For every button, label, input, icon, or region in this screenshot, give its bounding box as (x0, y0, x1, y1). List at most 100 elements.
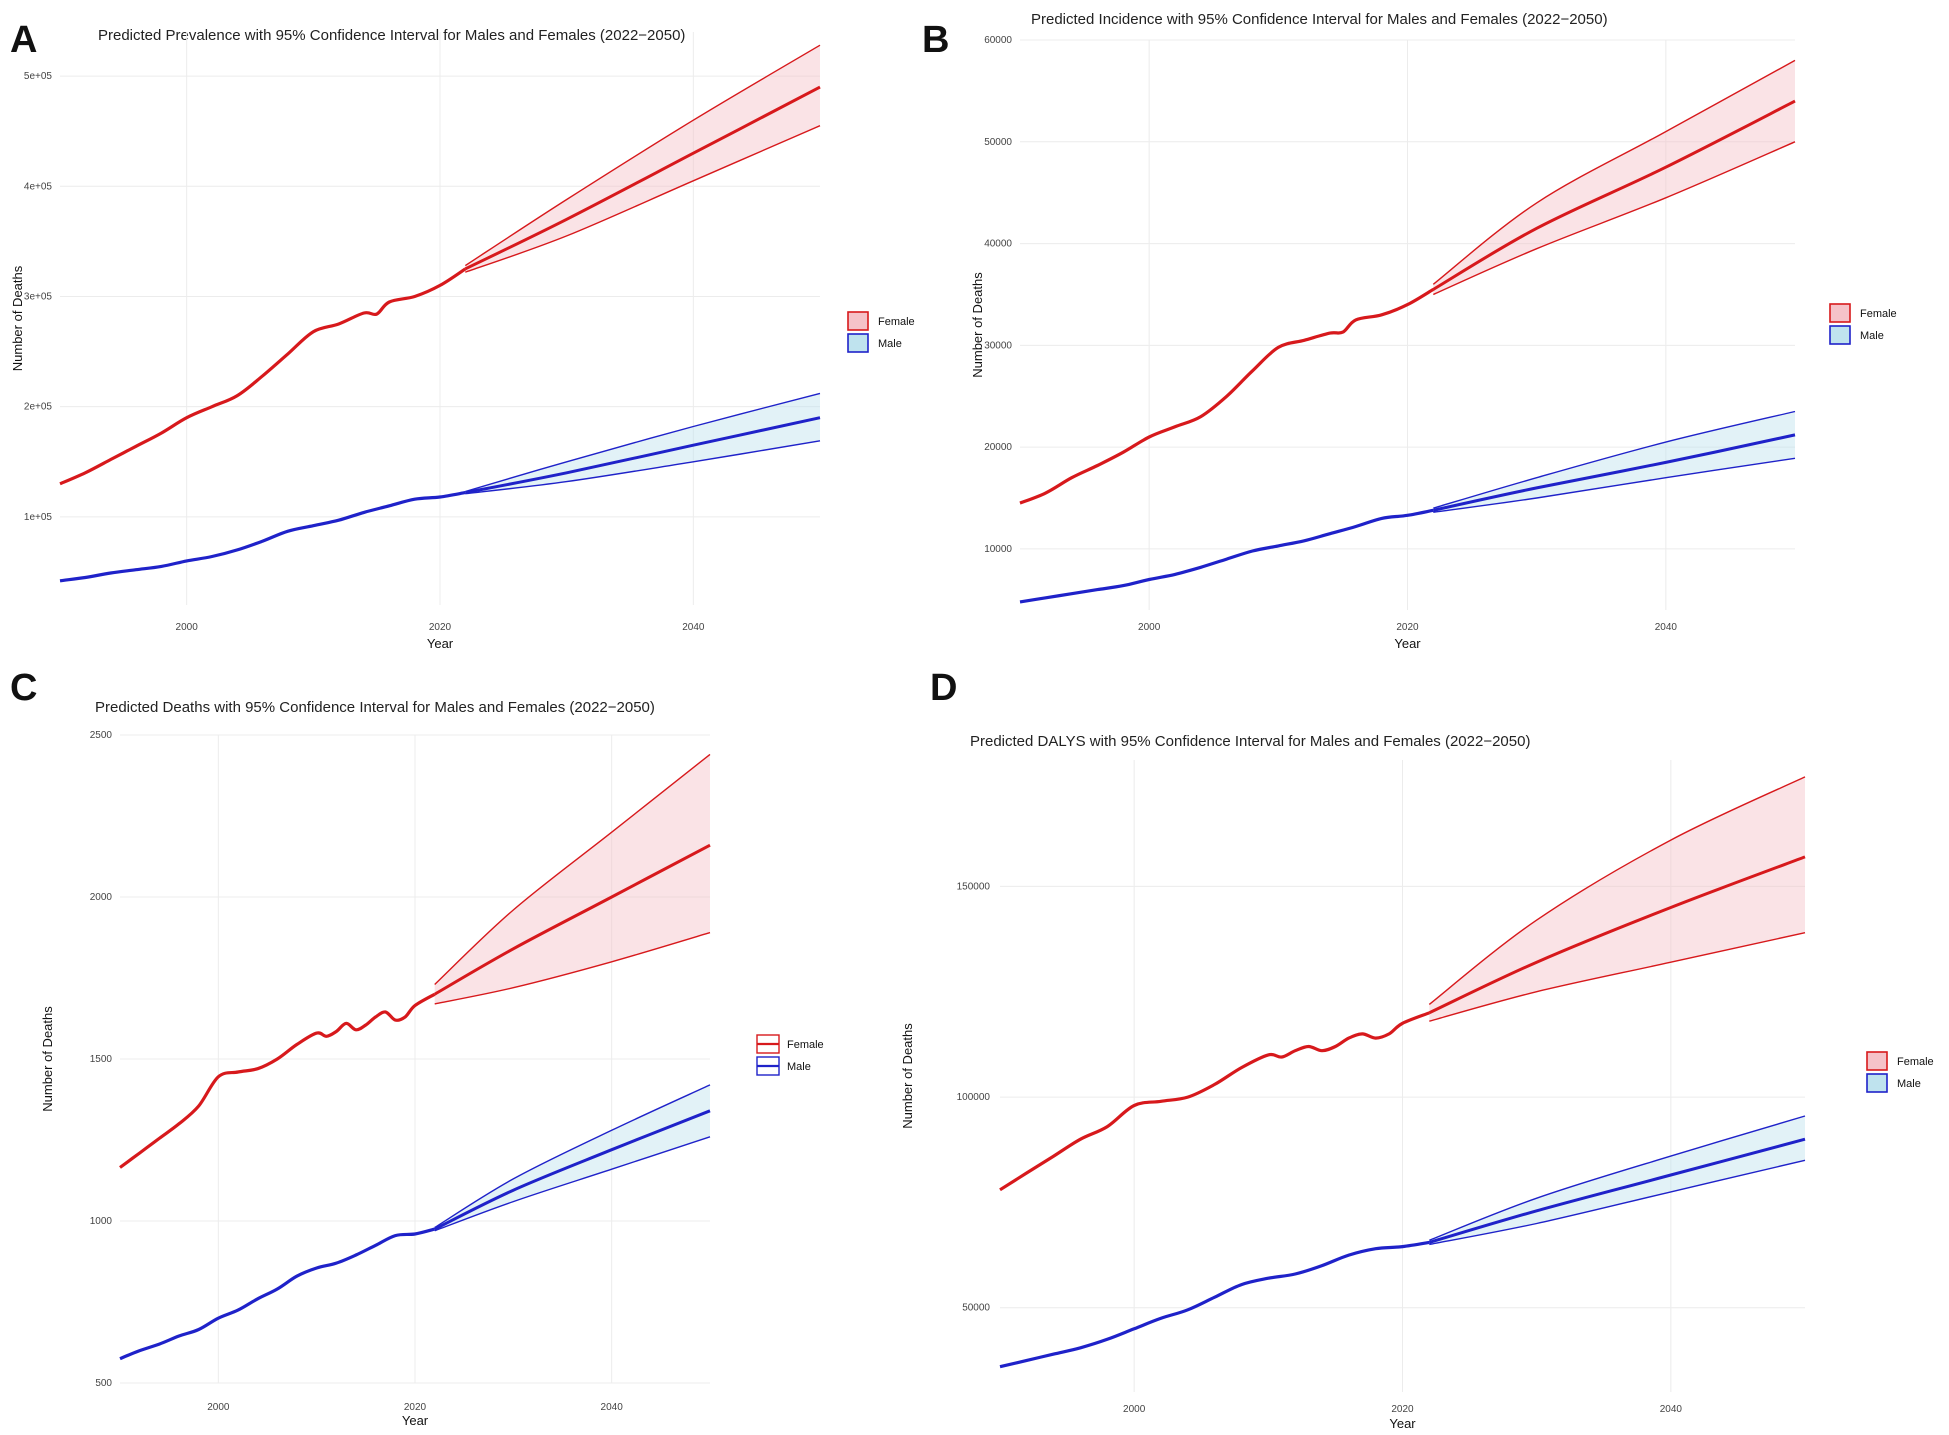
legend-label-female: Female (878, 316, 915, 328)
x-tick-label: 2000 (1123, 1404, 1146, 1415)
legend-key-male (1829, 325, 1851, 345)
female-ci-upper-line (434, 753, 711, 986)
female-ci-upper-line (1428, 776, 1806, 1005)
y-tick-label: 10000 (984, 544, 1012, 555)
male-ci-upper-line (1433, 410, 1796, 509)
y-tick-label: 2500 (90, 730, 113, 741)
chart-title: Predicted Deaths with 95% Confidence Int… (95, 699, 655, 716)
x-axis-title: Year (1389, 1416, 1416, 1431)
legend-key-female (1829, 303, 1851, 323)
male-ci-upper-line (465, 392, 821, 493)
male-ci-ribbon (465, 393, 820, 494)
male-ci-upper-line (1429, 1115, 1806, 1241)
panel-c: C Predicted Deaths with 95% Confidence In… (10, 667, 824, 1428)
male-forecast-line (1432, 433, 1796, 512)
male-ci-lower-line (434, 1136, 711, 1232)
female-ci-upper-line (1432, 59, 1796, 285)
y-tick-label: 30000 (984, 340, 1012, 351)
female-history-line (1019, 288, 1435, 505)
male-ci-lower-line (1429, 1159, 1806, 1246)
y-axis-title: Number of Deaths (40, 1006, 55, 1112)
y-tick-label: 20000 (984, 442, 1012, 453)
male-history-line (119, 1227, 436, 1361)
y-tick-label: 4e+05 (24, 181, 53, 192)
y-tick-label: 1e+05 (24, 512, 53, 523)
female-history-line (59, 267, 467, 486)
legend-label-male: Male (1897, 1078, 1921, 1090)
female-forecast-line (1428, 855, 1806, 1015)
female-ci-ribbon (1433, 60, 1795, 295)
y-tick-label: 50000 (962, 1303, 990, 1314)
male-history-line (1019, 508, 1434, 604)
x-axis-title: Year (1394, 636, 1421, 651)
chart-title: Predicted DALYS with 95% Confidence Inte… (970, 733, 1530, 750)
x-axis-title: Year (402, 1413, 429, 1428)
legend-key-male (1866, 1073, 1888, 1093)
y-axis-title: Number of Deaths (900, 1023, 915, 1129)
male-ci-ribbon (1433, 411, 1795, 513)
female-ci-ribbon (434, 754, 710, 1004)
panel-letter: C (10, 667, 37, 709)
x-tick-label: 2040 (1660, 1404, 1683, 1415)
x-axis-title: Year (427, 636, 454, 651)
y-tick-label: 500 (95, 1378, 112, 1389)
legend-label-female: Female (1860, 308, 1897, 320)
y-tick-label: 150000 (957, 881, 991, 892)
y-axis-title: Number of Deaths (970, 272, 985, 378)
panel-d: D Predicted DALYS with 95% Confidence Int… (900, 667, 1934, 1431)
panel-letter: B (922, 19, 949, 61)
female-ci-lower-line (1433, 141, 1796, 296)
male-ci-ribbon (1429, 1116, 1805, 1245)
x-tick-label: 2000 (176, 622, 199, 633)
male-forecast-line (434, 1109, 711, 1231)
y-tick-label: 2e+05 (24, 402, 53, 413)
female-forecast-line (1432, 99, 1796, 291)
legend-label-female: Female (787, 1039, 824, 1051)
y-axis-title: Number of Deaths (10, 265, 25, 371)
y-tick-label: 3e+05 (24, 291, 53, 302)
male-history-line (999, 1240, 1430, 1369)
legend-label-male: Male (1860, 330, 1884, 342)
male-ci-lower-line (1433, 457, 1796, 513)
x-tick-label: 2020 (1396, 622, 1419, 633)
female-ci-lower-line (1429, 932, 1806, 1022)
female-forecast-line (433, 843, 711, 996)
male-ci-lower-line (465, 440, 821, 495)
y-tick-label: 50000 (984, 137, 1012, 148)
chart-title: Predicted Prevalence with 95% Confidence… (98, 27, 685, 44)
y-tick-label: 5e+05 (24, 71, 53, 82)
x-tick-label: 2020 (404, 1402, 427, 1413)
y-tick-label: 1000 (90, 1216, 113, 1227)
female-ci-upper-line (464, 44, 821, 267)
panel-a: A Predicted Prevalence with 95% Confidenc… (10, 19, 915, 651)
x-tick-label: 2040 (682, 622, 705, 633)
x-tick-label: 2020 (1391, 1404, 1414, 1415)
y-tick-label: 60000 (984, 35, 1012, 46)
legend-key-female (847, 311, 869, 331)
x-tick-label: 2040 (601, 1402, 624, 1413)
legend-key-male (847, 333, 869, 353)
female-ci-lower-line (465, 125, 821, 273)
y-tick-label: 1500 (90, 1054, 113, 1065)
female-ci-lower-line (434, 931, 711, 1005)
female-ci-ribbon (1429, 776, 1805, 1022)
x-tick-label: 2000 (207, 1402, 230, 1413)
male-history-line (59, 491, 466, 583)
panel-letter: A (10, 19, 37, 61)
x-tick-label: 2000 (1138, 622, 1161, 633)
panel-letter: D (930, 667, 957, 709)
y-tick-label: 40000 (984, 239, 1012, 250)
y-tick-label: 2000 (90, 892, 113, 903)
panel-b: B Predicted Incidence with 95% Confidence… (922, 11, 1897, 651)
x-tick-label: 2020 (429, 622, 452, 633)
female-history-line (999, 1011, 1430, 1192)
y-tick-label: 100000 (957, 1092, 991, 1103)
legend-label-female: Female (1897, 1056, 1934, 1068)
x-tick-label: 2040 (1655, 622, 1678, 633)
female-ci-ribbon (465, 45, 820, 273)
legend-label-male: Male (878, 338, 902, 350)
female-history-line (119, 992, 436, 1169)
legend-key-female (1866, 1051, 1888, 1071)
female-forecast-line (464, 85, 821, 271)
